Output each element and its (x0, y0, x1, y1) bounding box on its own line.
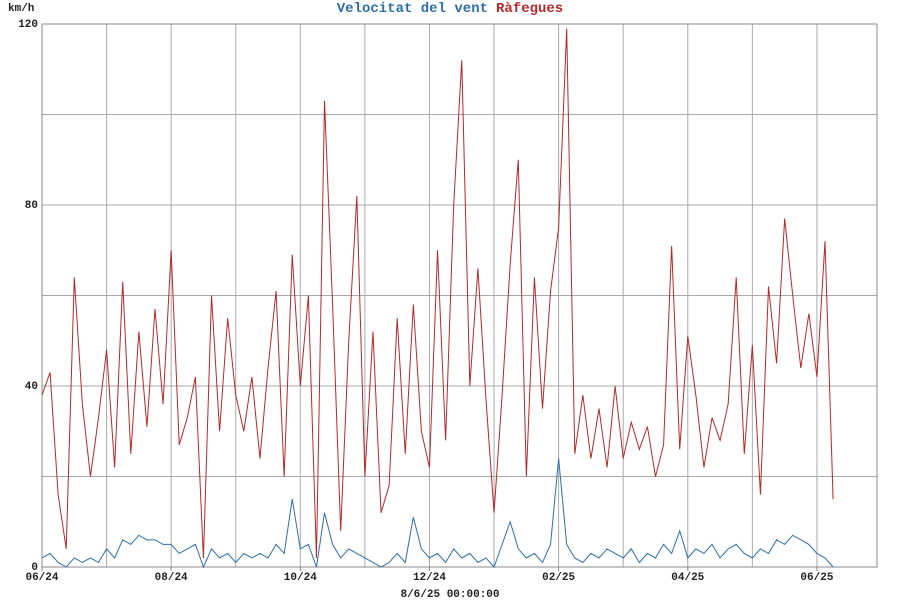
legend-entry: Velocitat del vent (337, 1, 488, 17)
x-tick-label: 06/24 (25, 572, 58, 584)
x-tick-label: 04/25 (671, 572, 704, 584)
plot-frame (41, 23, 878, 568)
x-axis-label: 8/6/25 00:00:00 (400, 589, 499, 600)
legend: Velocitat del vent Ràfegues (337, 1, 563, 17)
y-tick-label: 120 (18, 19, 38, 31)
x-tick-label: 12/24 (413, 572, 446, 584)
y-tick-label: 80 (25, 200, 38, 212)
y-axis-label: km/h (8, 3, 34, 15)
x-tick-label: 08/24 (155, 572, 188, 584)
series-line (41, 28, 834, 558)
x-tick-label: 02/25 (542, 572, 575, 584)
legend-entry: Ràfegues (496, 1, 563, 17)
y-tick-label: 0 (31, 562, 38, 574)
x-tick-label: 06/25 (800, 572, 833, 584)
y-tick-label: 40 (25, 381, 38, 393)
x-tick-label: 10/24 (284, 572, 317, 584)
series-line (41, 458, 834, 569)
